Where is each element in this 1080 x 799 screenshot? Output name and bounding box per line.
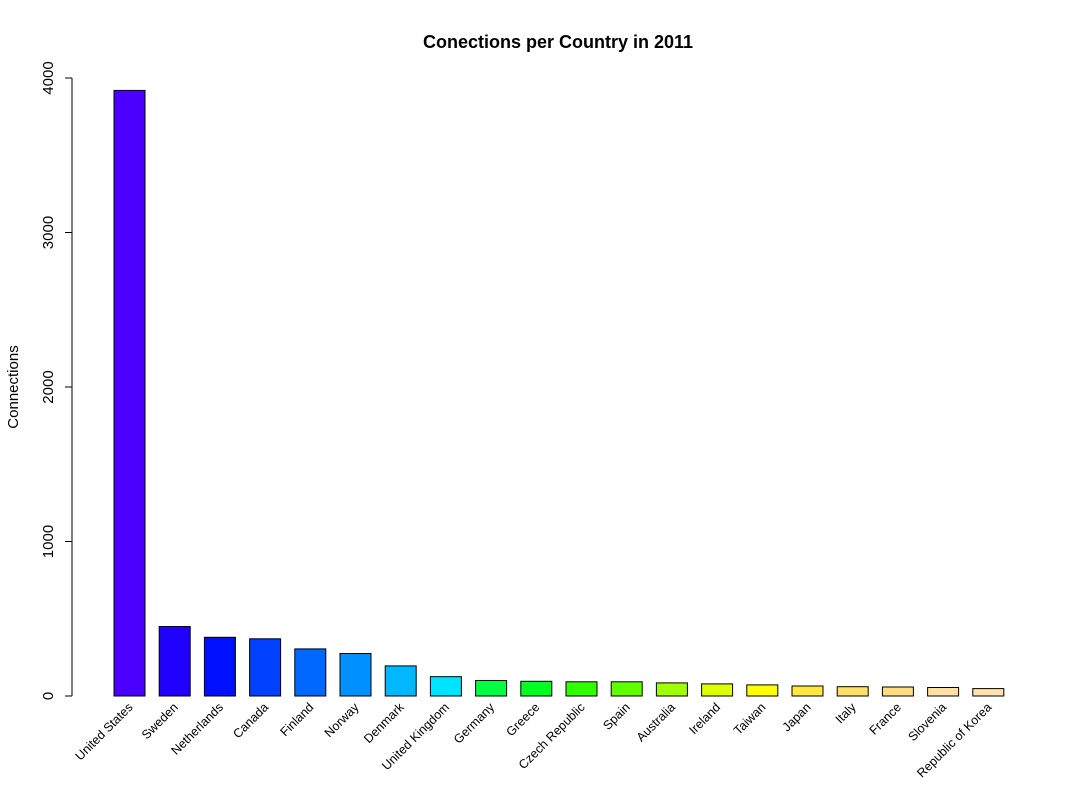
bar <box>746 684 779 697</box>
y-axis-label: Connections <box>5 345 22 428</box>
bar <box>158 626 191 697</box>
x-tick-label: Spain <box>600 700 633 733</box>
x-tick-label: Japan <box>780 700 814 734</box>
x-tick-label: Slovenia <box>905 700 949 744</box>
x-tick-label: Norway <box>322 700 362 740</box>
y-tick-label: 0 <box>40 692 57 700</box>
y-tick-label: 4000 <box>40 61 57 94</box>
x-tick-label: Ireland <box>686 700 723 737</box>
y-tick-label: 3000 <box>40 216 57 249</box>
y-tick-label: 1000 <box>40 525 57 558</box>
bar <box>294 648 327 697</box>
bar <box>701 683 734 697</box>
bar <box>249 638 282 697</box>
x-tick-label: Taiwan <box>731 700 768 737</box>
bar <box>836 686 869 697</box>
bar <box>339 653 372 697</box>
bar <box>429 676 462 697</box>
x-tick-label: Australia <box>634 700 678 744</box>
bar <box>565 681 598 697</box>
x-tick-label: Canada <box>230 700 271 741</box>
bar <box>113 89 146 697</box>
x-tick-label: Germany <box>451 700 498 747</box>
chart-title: Conections per Country in 2011 <box>423 32 693 52</box>
x-tick-label: Finland <box>278 700 317 739</box>
bar <box>475 680 508 697</box>
y-tick-label: 2000 <box>40 370 57 403</box>
x-tick-label: Denmark <box>361 700 407 746</box>
bar <box>791 685 824 697</box>
bar <box>655 682 688 697</box>
x-tick-label: Italy <box>833 700 860 727</box>
bar <box>203 636 236 697</box>
bar <box>927 687 960 697</box>
bars <box>113 89 1005 697</box>
y-axis: 0 1000 2000 3000 4000 <box>40 61 73 700</box>
bar <box>610 681 643 697</box>
bar <box>520 680 553 697</box>
bar <box>972 688 1005 697</box>
bar <box>384 665 417 697</box>
x-tick-label: United States <box>73 700 136 763</box>
x-tick-label: Greece <box>504 700 543 739</box>
x-tick-label: France <box>867 700 904 737</box>
bar <box>881 686 914 697</box>
x-tick-label: Sweden <box>139 700 181 742</box>
